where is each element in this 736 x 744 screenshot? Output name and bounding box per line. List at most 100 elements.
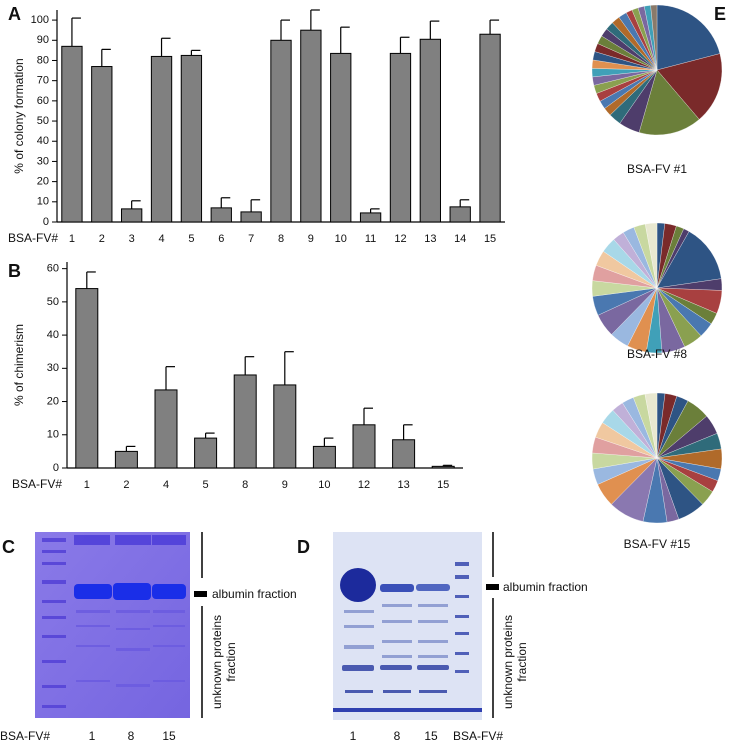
x-tick-label: 5 bbox=[203, 479, 209, 491]
bar bbox=[150, 55, 173, 223]
bar bbox=[91, 66, 113, 223]
x-tick-label: 12 bbox=[394, 233, 406, 245]
pie-slice bbox=[645, 222, 658, 289]
x-axis-label: BSA-FV# bbox=[8, 231, 58, 245]
bar bbox=[352, 424, 376, 469]
y-tick-label: 70 bbox=[37, 75, 49, 87]
y-tick-label: 0 bbox=[53, 462, 59, 474]
x-tick-label: 10 bbox=[318, 479, 330, 491]
x-tick-label: 9 bbox=[282, 479, 288, 491]
bar bbox=[121, 208, 143, 223]
x-tick-label: 2 bbox=[99, 233, 105, 245]
y-axis-label: % of colony formation bbox=[12, 58, 26, 173]
y-tick-label: 40 bbox=[37, 135, 49, 147]
bracket-label: fraction bbox=[515, 642, 529, 681]
x-tick-label: 14 bbox=[454, 233, 466, 245]
x-tick-label: 15 bbox=[484, 233, 496, 245]
lane-label: 8 bbox=[128, 729, 135, 743]
y-tick-label: 100 bbox=[31, 14, 49, 26]
bracket-label: fraction bbox=[224, 642, 238, 681]
y-tick-label: 30 bbox=[37, 155, 49, 167]
bar bbox=[180, 54, 203, 223]
pie-slice bbox=[644, 392, 658, 459]
y-tick-label: 20 bbox=[47, 395, 59, 407]
bar bbox=[233, 374, 257, 469]
panel-letter: B bbox=[8, 261, 21, 281]
bar bbox=[479, 33, 501, 223]
y-tick-label: 90 bbox=[37, 34, 49, 46]
lane-label: 8 bbox=[394, 729, 401, 743]
bar bbox=[392, 439, 416, 469]
band-label: albumin fraction bbox=[212, 587, 297, 601]
lane-title: BSA-FV# bbox=[0, 729, 50, 743]
bar bbox=[240, 211, 262, 223]
x-tick-label: 7 bbox=[248, 233, 254, 245]
x-tick-label: 12 bbox=[358, 479, 370, 491]
bar bbox=[330, 52, 352, 223]
x-tick-label: 1 bbox=[69, 233, 75, 245]
pie-title: BSA-FV #15 bbox=[624, 537, 691, 551]
lane-label: 15 bbox=[424, 729, 438, 743]
x-tick-label: 1 bbox=[84, 479, 90, 491]
bar bbox=[389, 52, 412, 223]
x-tick-label: 9 bbox=[308, 233, 314, 245]
panel-letter: D bbox=[297, 537, 310, 557]
x-axis-label: BSA-FV# bbox=[12, 477, 62, 491]
pie-slice bbox=[650, 4, 658, 71]
y-tick-label: 10 bbox=[47, 429, 59, 441]
x-tick-label: 3 bbox=[129, 233, 135, 245]
y-tick-label: 40 bbox=[47, 329, 59, 341]
y-tick-label: 10 bbox=[37, 196, 49, 208]
lane-title: BSA-FV# bbox=[453, 729, 503, 743]
y-axis-label: % of chimerism bbox=[12, 324, 26, 406]
x-tick-label: 10 bbox=[335, 233, 347, 245]
bracket-label: unknown proteins bbox=[210, 615, 224, 709]
bar bbox=[210, 207, 232, 223]
y-tick-label: 20 bbox=[37, 176, 49, 188]
x-tick-label: 11 bbox=[365, 233, 376, 245]
band-label: albumin fraction bbox=[503, 580, 588, 594]
x-tick-label: 5 bbox=[188, 233, 194, 245]
y-tick-label: 30 bbox=[47, 362, 59, 374]
x-tick-label: 4 bbox=[163, 479, 169, 491]
bar bbox=[61, 45, 83, 223]
bar bbox=[419, 38, 441, 223]
x-tick-label: 8 bbox=[278, 233, 284, 245]
y-tick-label: 60 bbox=[47, 263, 59, 275]
gel-d: albumin fraction unknown proteins fracti… bbox=[297, 532, 588, 743]
lane-label: 1 bbox=[89, 729, 96, 743]
x-tick-label: 2 bbox=[123, 479, 129, 491]
bar bbox=[312, 445, 336, 469]
x-tick-label: 6 bbox=[218, 233, 224, 245]
y-tick-label: 0 bbox=[43, 216, 49, 228]
lane-label: 1 bbox=[350, 729, 357, 743]
panel-letter: E bbox=[714, 4, 726, 24]
x-tick-label: 13 bbox=[424, 233, 436, 245]
pie-slice bbox=[656, 4, 721, 71]
x-tick-label: 13 bbox=[397, 479, 409, 491]
x-tick-label: 15 bbox=[437, 479, 449, 491]
bar bbox=[431, 465, 455, 469]
x-tick-label: 8 bbox=[242, 479, 248, 491]
bracket-label: unknown proteins bbox=[501, 615, 515, 709]
panel-letter: A bbox=[8, 4, 21, 24]
bar bbox=[75, 288, 99, 469]
x-tick-label: 4 bbox=[158, 233, 164, 245]
pie-slice bbox=[656, 231, 722, 289]
bar bbox=[194, 437, 218, 469]
pie-slice bbox=[638, 69, 700, 136]
lane-label: 15 bbox=[162, 729, 176, 743]
y-tick-label: 80 bbox=[37, 54, 49, 66]
panel-letter: C bbox=[2, 537, 15, 557]
pie-title: BSA-FV #1 bbox=[627, 162, 687, 176]
y-tick-label: 60 bbox=[37, 95, 49, 107]
bar bbox=[359, 212, 382, 223]
y-tick-label: 50 bbox=[37, 115, 49, 127]
pie-slice bbox=[656, 53, 723, 120]
bar bbox=[114, 450, 138, 469]
bar bbox=[273, 384, 297, 469]
bar bbox=[449, 206, 471, 223]
gel-c: albumin fraction unknown proteins fracti… bbox=[0, 532, 297, 743]
bar bbox=[300, 29, 322, 223]
